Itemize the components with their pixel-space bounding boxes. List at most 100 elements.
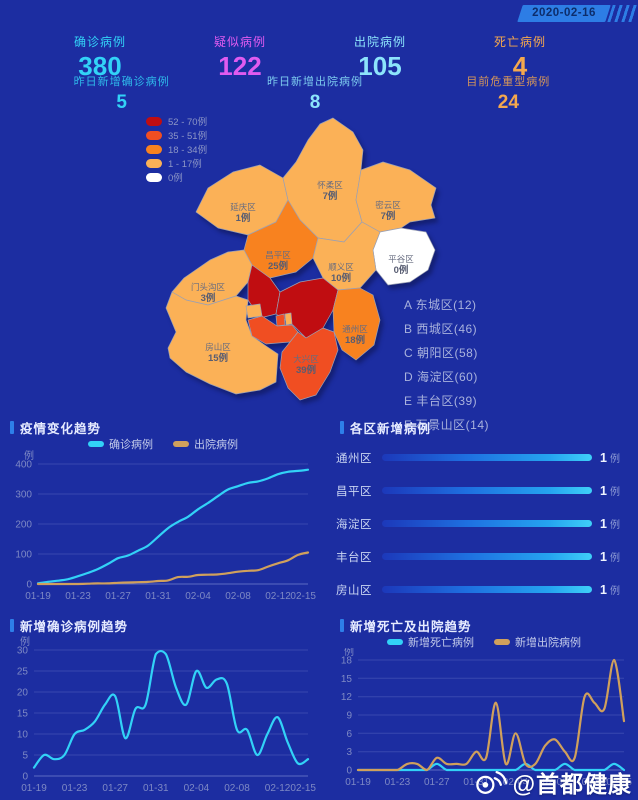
svg-text:延庆区: 延庆区 [230, 202, 256, 212]
svg-text:30: 30 [17, 646, 29, 657]
list-item: F 石景山区(14) [404, 418, 490, 432]
svg-text:房山区: 房山区 [205, 342, 231, 352]
stat-deaths: 死亡病例 4 [450, 33, 590, 80]
svg-text:通州区: 通州区 [342, 324, 368, 334]
svg-text:01-27: 01-27 [102, 783, 128, 794]
list-item: C 朝阳区(58) [404, 346, 478, 360]
legend-item-confirmed[interactable]: 确诊病例 [88, 436, 153, 452]
legend-item-discharged[interactable]: 出院病例 [173, 436, 238, 452]
svg-text:18: 18 [341, 656, 353, 667]
bar-fill [382, 586, 592, 593]
legend-swatch [88, 441, 104, 447]
svg-text:02-15: 02-15 [290, 783, 316, 794]
svg-text:10例: 10例 [331, 272, 351, 284]
district-xicheng[interactable] [275, 313, 286, 327]
date-badge: 2020-02-16 [517, 5, 611, 22]
svg-text:0: 0 [26, 580, 32, 591]
panel-title: 疫情变化趋势 [10, 418, 101, 437]
district-shunyi[interactable] [312, 221, 381, 291]
bar-label: 房山区 [336, 584, 372, 597]
dd-chart-legend: 新增死亡病例 新增出院病例 [330, 634, 638, 650]
district-daxing[interactable] [279, 327, 339, 401]
bar-fill [382, 454, 592, 461]
panel-title: 新增死亡及出院趋势 [340, 616, 472, 635]
bar-label: 昌平区 [336, 485, 372, 498]
svg-text:02-08: 02-08 [225, 591, 251, 602]
svg-text:01-23: 01-23 [62, 783, 88, 794]
svg-text:大兴区: 大兴区 [293, 354, 319, 364]
list-item: E 丰台区(39) [404, 394, 478, 408]
bar-track [382, 553, 592, 560]
legend-row: 0例 [146, 172, 207, 184]
svg-text:02-12: 02-12 [265, 783, 291, 794]
stat-confirmed-label: 确诊病例 [73, 35, 126, 49]
svg-text:02-04: 02-04 [185, 591, 211, 602]
bar-track [382, 586, 592, 593]
district-dongcheng[interactable] [284, 312, 293, 326]
stat-new-confirmed: 昨日新增确诊病例 5 [25, 73, 218, 113]
svg-text:20: 20 [17, 688, 29, 699]
svg-text:200: 200 [15, 520, 32, 531]
bar-fill [382, 553, 592, 560]
stat-confirmed-value: 380 [78, 51, 122, 81]
svg-text:39例: 39例 [296, 364, 316, 376]
svg-text:01-23: 01-23 [65, 591, 91, 602]
svg-text:01-31: 01-31 [143, 783, 169, 794]
legend-swatch [146, 144, 162, 154]
stat-new-discharged-value: 8 [309, 92, 321, 113]
list-item: B 西城区(46) [404, 322, 478, 336]
bar-track [382, 520, 592, 527]
stat-deaths-label: 死亡病例 [493, 35, 546, 49]
svg-text:02-12: 02-12 [582, 777, 608, 788]
svg-text:02-08: 02-08 [224, 783, 250, 794]
bar-track [382, 487, 592, 494]
weibo-watermark: @首都健康 [475, 765, 632, 799]
svg-text:400: 400 [15, 460, 32, 471]
svg-text:02-04: 02-04 [503, 777, 529, 788]
svg-text:02-08: 02-08 [542, 777, 568, 788]
district-shijingshan[interactable] [245, 303, 263, 319]
svg-text:15例: 15例 [208, 352, 228, 364]
stat-new-confirmed-value: 5 [116, 92, 127, 113]
svg-text:3: 3 [346, 747, 352, 758]
district-tongzhou[interactable] [332, 287, 381, 361]
panel-title-text: 疫情变化趋势 [20, 422, 102, 436]
district-fangshan[interactable] [165, 291, 279, 395]
svg-text:100: 100 [15, 550, 32, 561]
stat-discharged: 出院病例 105 [310, 33, 450, 80]
panel-new-confirmed-trend: 新增确诊病例趋势 0 5 10 15 20 25 30 例 01-19 01-23 01-27 01-… [0, 608, 326, 800]
legend-label: 1 - 17例 [168, 159, 202, 170]
stat-suspected-label: 疑似病例 [213, 35, 266, 49]
legend-row: 18 - 34例 [146, 144, 208, 156]
legend-item-new-deaths[interactable]: 新增死亡病例 [387, 634, 474, 650]
legend-item-new-discharged[interactable]: 新增出院病例 [494, 634, 581, 650]
map-legend: 52 - 70例 35 - 51例 18 - 34例 1 - 17例 0例 [146, 116, 207, 186]
svg-text:01-19: 01-19 [345, 777, 371, 788]
legend-label: 18 - 34例 [168, 145, 208, 156]
legend-row: 52 - 70例 [146, 116, 207, 128]
svg-text:门头沟区: 门头沟区 [191, 282, 226, 292]
svg-text:例: 例 [20, 636, 30, 648]
title-bar-icon [10, 421, 14, 434]
legend-swatch [173, 441, 189, 447]
bar-fill [382, 487, 592, 494]
svg-text:01-31: 01-31 [145, 591, 171, 602]
list-item: A 东城区(12) [404, 298, 477, 312]
watermark-text: @首都健康 [512, 771, 632, 797]
svg-text:02-04: 02-04 [184, 783, 210, 794]
bar-label: 丰台区 [336, 551, 372, 564]
svg-text:顺义区: 顺义区 [328, 262, 354, 272]
district-miyun[interactable] [355, 161, 437, 233]
